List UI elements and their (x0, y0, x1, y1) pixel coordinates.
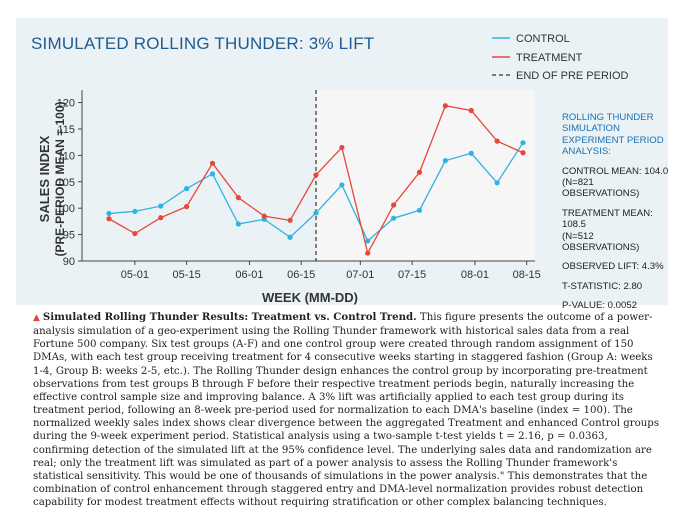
x-tick-label: 07-01 (346, 269, 374, 281)
point-control (313, 210, 319, 216)
stats-box: ROLLING THUNDER SIMULATION EXPERIMENT PE… (562, 112, 672, 320)
point-control (184, 186, 190, 192)
point-treatment (106, 216, 112, 222)
point-control (391, 215, 397, 221)
point-treatment (442, 103, 448, 109)
x-tick-label: 06-15 (287, 269, 315, 281)
point-control (365, 238, 371, 244)
x-tick-label: 05-15 (173, 269, 201, 281)
point-treatment (494, 138, 500, 144)
point-control (106, 210, 112, 217)
y-tick-label: 120 (57, 98, 75, 110)
point-treatment (313, 172, 319, 178)
point-treatment (287, 217, 293, 223)
figure-caption: ▲ Simulated Rolling Thunder Results: Trea… (33, 311, 663, 509)
point-control (158, 203, 164, 209)
point-treatment (209, 160, 216, 166)
y-tick-label: 110 (57, 150, 75, 162)
stats-control-mean: CONTROL MEAN: 104.0 (562, 165, 669, 177)
x-tick-label: 07-15 (398, 269, 426, 281)
stats-treatment-n: (N=512 OBSERVATIONS) (562, 230, 640, 254)
y-axis-label-line2: (PRE-PERIOD MEAN = 100) (53, 101, 67, 256)
point-control (442, 158, 448, 164)
stats-control-n: (N=821 OBSERVATIONS) (562, 177, 640, 200)
stats-lift: OBSERVED LIFT: 4.3% (562, 261, 664, 273)
point-control (132, 208, 138, 214)
stats-control: CONTROL MEAN: 104.0 (N=821 OBSERVATIONS) (562, 166, 672, 200)
post-period-shade (316, 90, 535, 261)
point-control (339, 182, 345, 188)
point-treatment (365, 250, 371, 256)
point-control (287, 234, 293, 240)
stats-tstat: T-STATISTIC: 2.80 (562, 280, 643, 292)
point-control (416, 207, 423, 213)
y-axis: 90 95 100 105 110 115 120 (57, 90, 83, 268)
point-treatment (339, 144, 345, 151)
point-treatment (235, 195, 241, 201)
point-treatment (468, 107, 474, 114)
caption-body: This figure presents the outcome of a po… (33, 312, 660, 509)
point-treatment (520, 150, 526, 156)
caption-title: Simulated Rolling Thunder Results: Treat… (42, 311, 417, 323)
legend-preperiod-label: END OF PRE PERIOD (516, 70, 629, 82)
y-tick-label: 105 (57, 177, 75, 189)
y-tick-label: 100 (57, 203, 75, 215)
y-tick-label: 90 (63, 256, 75, 268)
series-layer (106, 103, 526, 256)
x-tick-label: 05-01 (121, 269, 149, 281)
stats-treatment-mean: TREATMENT MEAN: 108.5 (562, 207, 653, 231)
point-control (520, 140, 526, 146)
point-treatment (416, 169, 423, 175)
legend-control-label: CONTROL (516, 33, 570, 45)
point-treatment (158, 215, 164, 221)
stats-pvalue: P-VALUE: 0.0052 (562, 300, 638, 312)
y-axis-label-line1: SALES INDEX (37, 135, 52, 222)
x-tick-label: 08-15 (513, 269, 541, 281)
caption-triangle-icon: ▲ (33, 313, 40, 323)
point-control (235, 221, 241, 227)
point-control (209, 171, 216, 177)
x-axis: 05-01 05-15 06-01 06-15 07-01 07-15 08-01 08-15 (82, 260, 541, 281)
legend-treatment-label: TREATMENT (516, 52, 583, 64)
stats-heading: ROLLING THUNDER SIMULATION EXPERIMENT PE… (562, 112, 664, 158)
y-tick-label: 95 (63, 230, 75, 242)
point-treatment (391, 202, 397, 208)
x-axis-label: WEEK (MM-DD) (262, 290, 358, 305)
point-control (494, 180, 500, 186)
point-treatment (261, 213, 267, 219)
x-tick-label: 08-01 (461, 269, 489, 281)
point-treatment (132, 230, 138, 237)
legend: CONTROL TREATMENT END OF PRE PERIOD (492, 33, 629, 82)
chart-title: SIMULATED ROLLING THUNDER: 3% LIFT (31, 34, 375, 53)
stats-treatment: TREATMENT MEAN: 108.5 (N=512 OBSERVATION… (562, 208, 672, 254)
x-tick-label: 06-01 (235, 269, 263, 281)
point-control (468, 150, 474, 156)
y-tick-label: 115 (57, 124, 75, 136)
point-treatment (184, 204, 190, 210)
